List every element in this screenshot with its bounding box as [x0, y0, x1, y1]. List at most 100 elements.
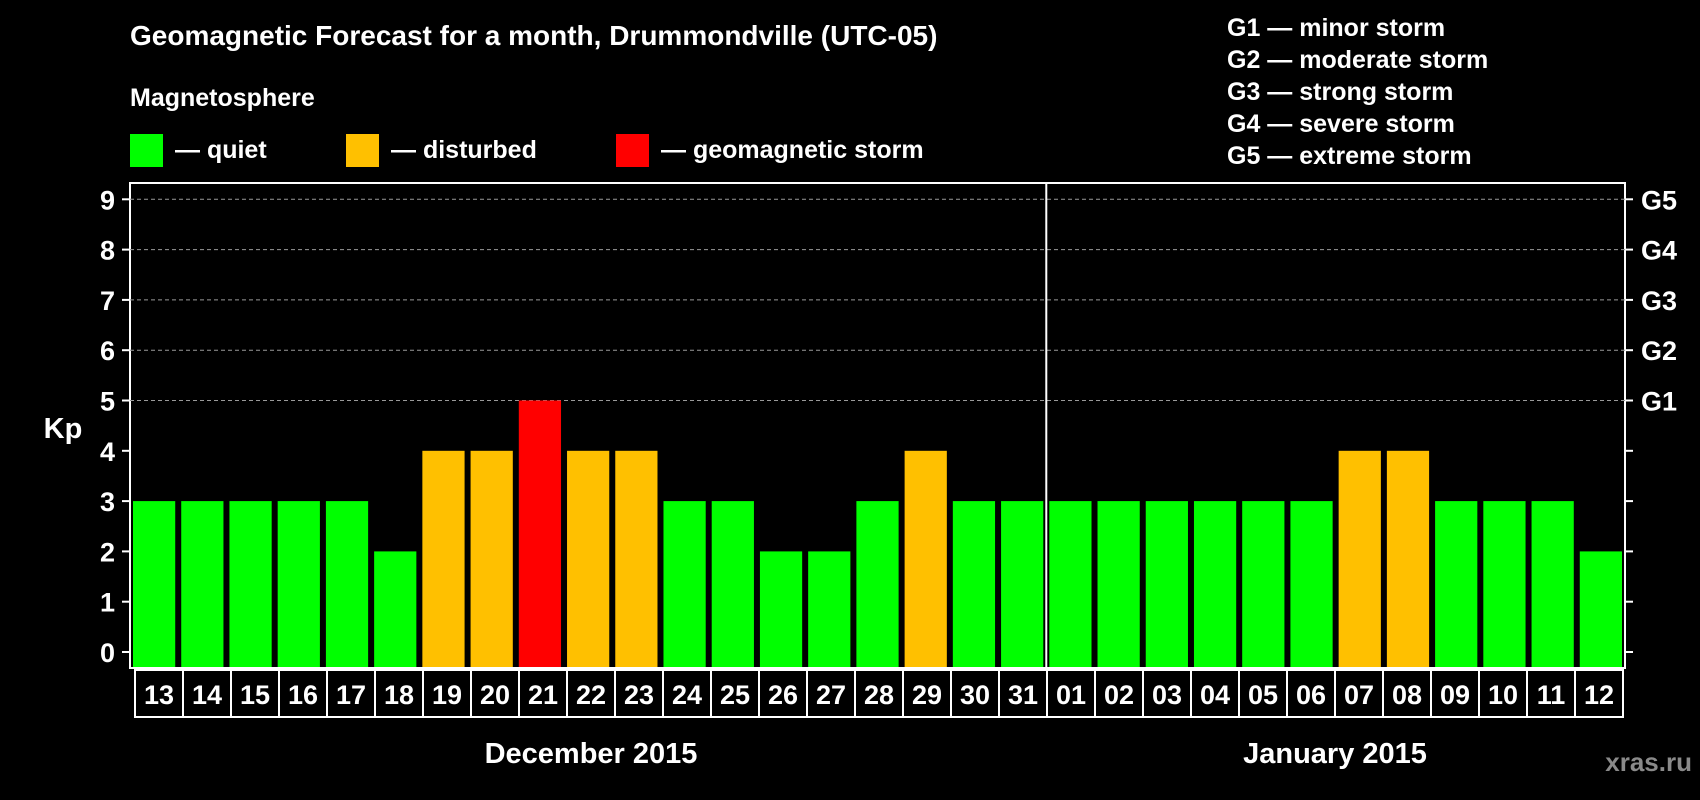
kp-bar [181, 501, 224, 667]
date-cell [326, 669, 376, 718]
kp-bar [1483, 501, 1526, 667]
date-label: 18 [384, 680, 414, 710]
legend-disturbed-label: — disturbed [391, 136, 537, 164]
kp-bar [518, 400, 562, 667]
storm-scale-legend: G1 — minor storm G2 — moderate storm G3 … [1227, 12, 1488, 172]
y-tick-label: 9 [100, 185, 115, 215]
y-tick-label-right: G1 [1641, 387, 1677, 417]
legend-disturbed-swatch [346, 134, 379, 167]
date-cell [854, 669, 904, 718]
storm-scale-g5: G5 — extreme storm [1227, 142, 1472, 170]
kp-bar [808, 551, 851, 667]
month-label: December 2015 [485, 738, 698, 770]
date-cell [1382, 669, 1432, 718]
y-tick-label: 6 [100, 336, 115, 366]
date-label: 27 [816, 680, 846, 710]
date-label: 12 [1584, 680, 1614, 710]
date-cell [1094, 669, 1144, 718]
date-cell [134, 669, 184, 718]
y-tick-label-right: G3 [1641, 286, 1677, 316]
date-label: 05 [1248, 680, 1278, 710]
date-cell [1190, 669, 1240, 718]
legend-storm-swatch [616, 134, 649, 167]
y-tick-label: 3 [100, 487, 115, 517]
kp-bar [615, 450, 658, 667]
y-tick-label-right: G4 [1641, 236, 1677, 266]
legend-disturbed: — disturbed [346, 134, 537, 167]
kp-bar [856, 501, 899, 667]
date-cell [758, 669, 808, 718]
kp-bar [1049, 501, 1092, 667]
kp-bar [1001, 501, 1044, 667]
date-label: 01 [1056, 680, 1086, 710]
y-tick-label: 1 [100, 588, 115, 618]
kp-bar [1242, 501, 1285, 667]
date-label: 28 [864, 680, 894, 710]
date-label: 19 [432, 680, 462, 710]
date-cell [710, 669, 760, 718]
y-tick-label: 0 [100, 638, 115, 668]
kp-bar [1193, 501, 1237, 667]
date-cell [1046, 669, 1096, 718]
date-cell [1334, 669, 1384, 718]
kp-bar [277, 501, 320, 667]
date-label: 06 [1296, 680, 1326, 710]
date-label: 22 [576, 680, 606, 710]
kp-bar [229, 501, 272, 667]
y-tick-label: 4 [100, 437, 115, 467]
date-label: 13 [144, 680, 174, 710]
kp-bar [904, 450, 947, 667]
y-tick-label: 7 [100, 286, 115, 316]
date-label: 09 [1440, 680, 1470, 710]
kp-bar [759, 551, 803, 667]
kp-bar [1290, 501, 1333, 667]
kp-bar [711, 501, 754, 667]
date-cell [614, 669, 664, 718]
y-tick-label: 2 [100, 537, 115, 567]
legend-quiet-label: — quiet [175, 136, 267, 164]
kp-bar [1531, 501, 1574, 667]
date-label: 31 [1008, 680, 1038, 710]
date-label: 25 [720, 680, 750, 710]
legend-quiet: — quiet [130, 134, 267, 167]
magnetosphere-label: Magnetosphere [130, 84, 315, 112]
date-label: 03 [1152, 680, 1182, 710]
date-label: 11 [1537, 680, 1566, 710]
date-label: 24 [672, 680, 702, 710]
kp-bar [133, 501, 176, 667]
kp-bar [663, 501, 706, 667]
kp-bar [374, 551, 417, 667]
date-label: 30 [960, 680, 990, 710]
legend-quiet-swatch [130, 134, 163, 167]
kp-bar [1435, 501, 1478, 667]
kp-bar [567, 450, 610, 667]
y-tick-label-right: G5 [1641, 185, 1677, 215]
kp-bar [470, 450, 513, 667]
date-label: 29 [912, 680, 942, 710]
chart-title: Geomagnetic Forecast for a month, Drummo… [130, 20, 938, 51]
y-axis-label: Kp [44, 413, 83, 445]
date-label: 08 [1392, 680, 1422, 710]
date-label: 02 [1104, 680, 1134, 710]
y-tick-label-right: G2 [1641, 336, 1677, 366]
kp-bar [1145, 501, 1188, 667]
date-label: 16 [288, 680, 318, 710]
storm-scale-g4: G4 — severe storm [1227, 110, 1455, 138]
date-label: 04 [1200, 680, 1230, 710]
date-cell [1430, 669, 1480, 718]
watermark: xras.ru [1605, 747, 1692, 777]
date-label: 07 [1344, 680, 1374, 710]
date-label: 26 [768, 680, 798, 710]
date-label: 10 [1488, 680, 1518, 710]
month-label: January 2015 [1243, 738, 1427, 770]
storm-scale-g3: G3 — strong storm [1227, 78, 1454, 106]
date-label: 20 [480, 680, 510, 710]
kp-bar [325, 501, 369, 667]
date-cell [1574, 669, 1624, 718]
kp-bar [1386, 450, 1430, 667]
kp-bar [1338, 450, 1381, 667]
kp-bar [1097, 501, 1140, 667]
date-cell [998, 669, 1048, 718]
legend-storm-label: — geomagnetic storm [661, 136, 924, 164]
